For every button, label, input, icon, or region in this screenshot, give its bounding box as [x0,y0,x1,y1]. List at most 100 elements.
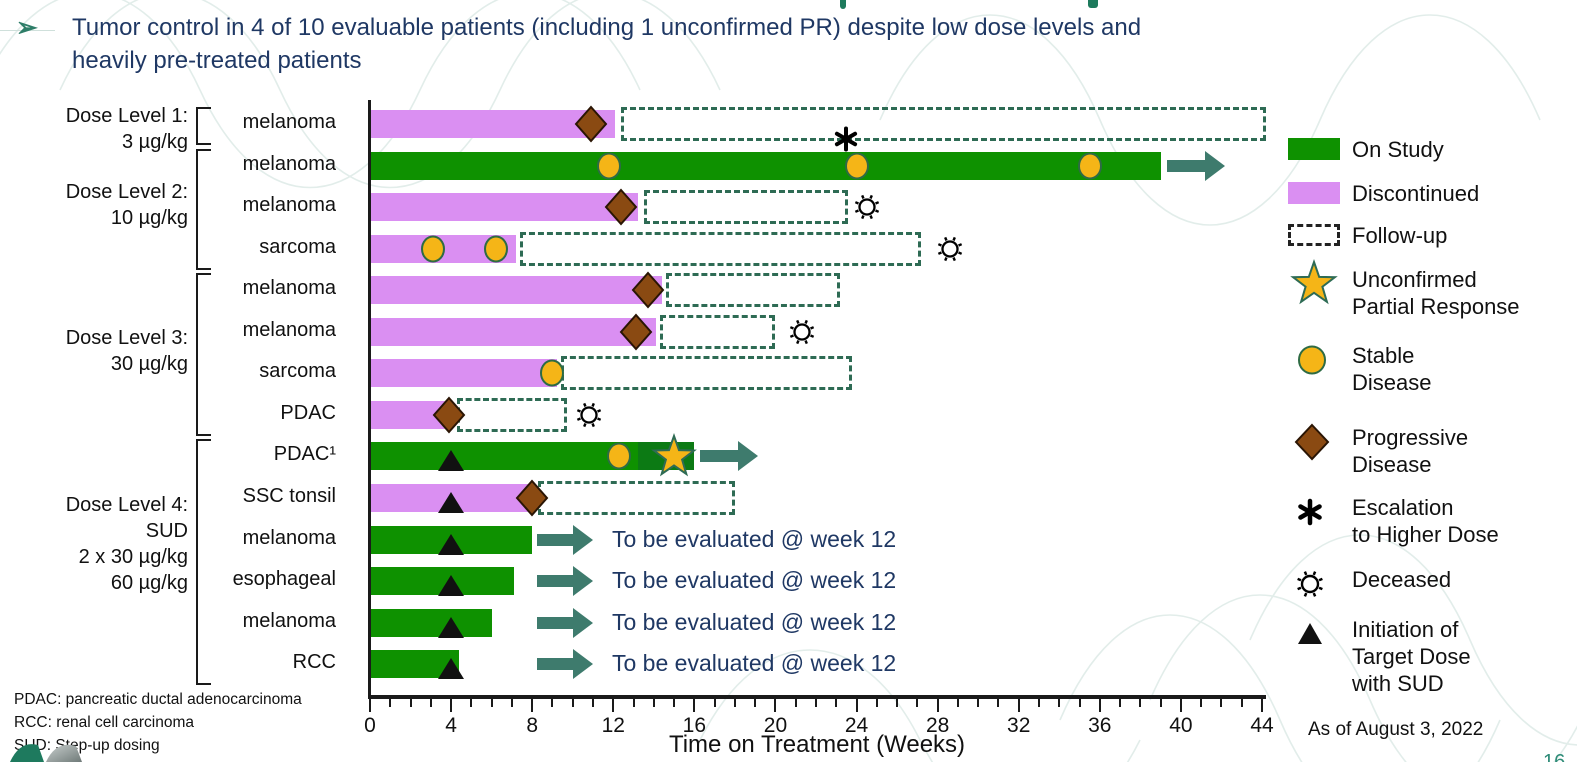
x-axis-major-tick [855,699,858,712]
marker-stable-disease-icon [844,152,869,180]
followup-box [520,231,922,266]
patient-row-label: SSC tonsil [242,484,336,507]
eval-note: To be evaluated @ week 12 [612,567,897,594]
treatment-bar-discontinued [371,110,616,138]
marker-initiation-target-dose-icon [438,616,465,638]
legend-label-line: Escalation [1352,495,1454,520]
x-axis-title: Time on Treatment (Weeks) [668,731,966,758]
legend-label: Follow-up [1352,222,1447,249]
followup-box [621,107,1267,141]
marker-stable-disease-icon [1077,152,1102,180]
treatment-bar-on-study [371,151,1161,180]
x-axis-minor-tick [1240,699,1243,707]
x-axis-minor-tick [490,699,493,707]
x-axis-minor-tick [429,699,432,707]
eval-note: To be evaluated @ week 12 [612,525,897,552]
legend-initiation-icon [1298,623,1322,644]
x-axis-major-tick [369,699,371,712]
eval-arrow-icon [537,524,593,555]
legend-label: On Study [1352,136,1444,163]
x-axis-minor-tick [652,699,655,707]
dose-group-label: Dose Level 4: SUD 2 x 30 µg/kg 60 µg/kg [8,492,188,596]
followup-box [659,314,776,349]
legend-label: Deceased [1352,566,1451,593]
x-axis-minor-tick [1139,699,1142,707]
legend-label-line: Disease [1352,452,1432,477]
x-axis-major-tick [774,699,777,712]
x-axis-tick-label: 0 [364,714,376,737]
legend-label-line: Discontinued [1352,181,1480,206]
marker-stable-disease-icon [420,235,445,263]
x-axis-minor-tick [835,699,838,707]
marker-initiation-target-dose-icon [438,533,465,555]
x-axis-tick-label: 44 [1250,714,1274,737]
x-axis-major-tick [936,699,939,712]
y-axis-line [368,100,371,697]
x-axis-major-tick [693,699,696,712]
marker-escalation-icon [835,126,858,152]
legend-escalation-icon [1298,498,1322,526]
cropped-title-fragment [1088,0,1098,8]
dose-group-label-line: 60 µg/kg [110,572,188,595]
x-axis-minor-tick [389,699,392,707]
x-axis-minor-tick [754,699,757,707]
marker-deceased-icon [937,236,962,261]
marker-progressive-disease-icon [515,479,549,517]
legend-label: Progressive Disease [1352,424,1468,478]
dose-group-bracket [196,439,211,686]
x-axis-minor-tick [815,699,817,707]
x-axis-minor-tick [1119,699,1122,707]
x-axis-tick-label: 40 [1169,714,1193,737]
x-axis-major-tick [1179,699,1182,712]
x-axis-minor-tick [1078,699,1081,707]
patient-row-label: melanoma [242,111,336,133]
dose-group-label-line: 10 µg/kg [110,207,188,230]
treatment-bar-on-study [371,608,492,637]
ongoing-arrow-icon [700,441,759,472]
dose-group-label-line: Dose Level 3: [65,326,188,349]
legend-deceased-icon [1297,571,1323,597]
legend-label-line: with SUD [1352,671,1444,696]
x-axis-major-tick [450,699,453,712]
x-axis-major-tick [612,699,615,712]
footnote-pdac: PDAC: pancreatic ductal adenocarcinoma [14,691,302,708]
eval-note: To be evaluated @ week 12 [612,650,897,677]
legend-label-line: Disease [1352,370,1432,395]
legend-stable-disease-icon [1298,345,1326,375]
legend-label: Initiation of Target Dose with SUD [1352,616,1471,697]
dose-group-bracket [196,107,211,145]
x-axis-major-tick [1261,699,1263,712]
x-axis-minor-tick [733,699,736,707]
x-axis-minor-tick [592,699,594,707]
patient-row-label: PDAC [280,401,336,424]
x-axis-minor-tick [1058,699,1061,707]
followup-box [538,480,735,515]
patient-row-label: melanoma [242,277,336,300]
footnote-sud: SUD: Step-up dosing [14,737,160,754]
ongoing-arrow-icon [1166,150,1225,181]
page-number: 16 [1543,751,1566,762]
marker-initiation-target-dose-icon [438,658,465,680]
marker-initiation-target-dose-icon [438,491,465,513]
patient-row-label: RCC [292,651,336,674]
legend-label: Escalation to Higher Dose [1352,494,1499,548]
legend-unconfirmed-pr-icon [1290,258,1338,305]
legend-on-study-swatch [1288,138,1340,160]
marker-deceased-icon [576,402,602,427]
x-axis-minor-tick [409,699,412,707]
x-axis-minor-tick [794,699,797,707]
x-axis-major-tick [531,699,534,712]
decorative-line [0,30,55,31]
patient-row-label: sarcoma [259,360,336,383]
patient-row-label: esophageal [232,568,336,591]
patient-row-label: melanoma [242,526,336,549]
dose-group-label-line: SUD [145,520,188,543]
legend-label: Discontinued [1352,180,1479,207]
marker-progressive-disease-icon [631,271,665,309]
dose-group-label-line: Dose Level 4: [65,494,188,517]
marker-deceased-icon [789,319,814,344]
legend-label-line: Unconfirmed [1352,267,1477,292]
x-axis-minor-tick [1220,699,1223,707]
legend-label-line: Stable [1352,343,1415,368]
